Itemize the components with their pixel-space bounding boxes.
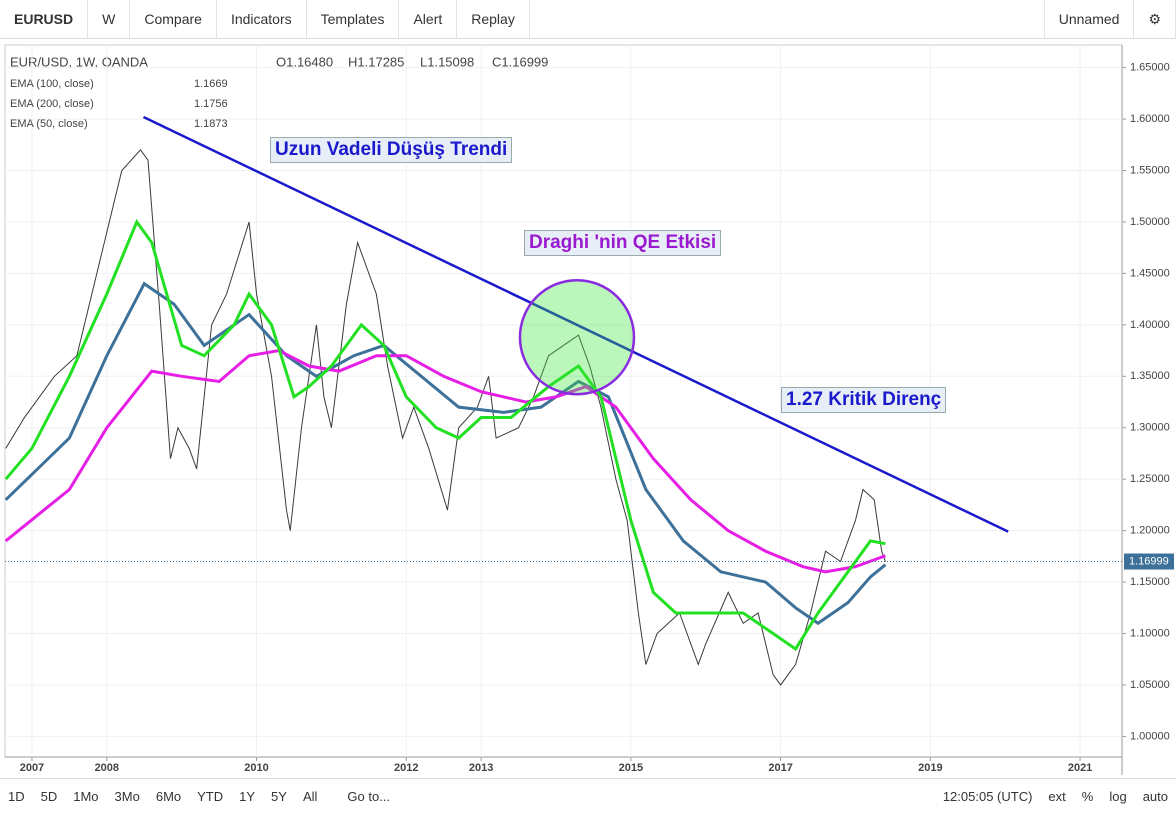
tool[interactable]: Alert bbox=[399, 0, 458, 38]
chart-title: EUR/USD, 1W, OANDA bbox=[10, 54, 148, 69]
legend-value: 1.1756 bbox=[194, 98, 228, 110]
range-button[interactable]: 5Y bbox=[271, 788, 287, 804]
y-tick-label: 1.20000 bbox=[1130, 525, 1170, 537]
ohlc: O1.16480 bbox=[276, 54, 333, 69]
ema-line bbox=[4, 349, 886, 574]
interval[interactable]: W bbox=[88, 0, 131, 38]
goto-button[interactable]: Go to... bbox=[347, 788, 391, 804]
toolbar: EURUSD W Compare Indicators Templates Al… bbox=[0, 0, 1176, 39]
range-button[interactable]: 6Mo bbox=[155, 788, 182, 804]
y-tick-label: 1.15000 bbox=[1130, 576, 1170, 588]
last-price-box bbox=[1124, 553, 1174, 570]
y-tick-label: 1.25000 bbox=[1130, 473, 1170, 485]
x-tick-label: 2017 bbox=[768, 762, 792, 774]
ohlc: H1.17285 bbox=[348, 54, 404, 69]
option-button[interactable]: log bbox=[1109, 788, 1127, 804]
annotation: Uzun Vadeli Düşüş Trendi bbox=[270, 137, 513, 163]
x-tick-label: 2019 bbox=[918, 762, 942, 774]
tool[interactable]: Templates bbox=[307, 0, 400, 38]
legend-label: EMA (50, close) bbox=[10, 118, 88, 130]
symbol[interactable]: EURUSD bbox=[0, 0, 89, 38]
layout-name[interactable]: Unnamed bbox=[1043, 0, 1135, 38]
x-tick-label: 2021 bbox=[1068, 762, 1092, 774]
x-tick-label: 2013 bbox=[469, 762, 493, 774]
ema-line bbox=[4, 281, 887, 626]
range-button[interactable]: 1D bbox=[8, 788, 25, 804]
tool[interactable]: Compare bbox=[130, 0, 217, 38]
x-tick-label: 2010 bbox=[244, 762, 268, 774]
y-tick-label: 1.55000 bbox=[1130, 164, 1170, 176]
option-button[interactable]: auto bbox=[1142, 788, 1168, 804]
range-button[interactable]: All bbox=[302, 788, 318, 804]
ohlc: L1.15098 bbox=[420, 54, 474, 69]
range-button[interactable]: 1Mo bbox=[73, 788, 99, 804]
y-tick-label: 1.40000 bbox=[1130, 319, 1170, 331]
y-tick-label: 1.50000 bbox=[1130, 216, 1170, 228]
y-tick-label: 1.65000 bbox=[1130, 62, 1170, 74]
annotation: Draghi 'nin QE Etkisi bbox=[524, 230, 722, 256]
price-line bbox=[5, 149, 886, 686]
y-tick-label: 1.30000 bbox=[1130, 422, 1170, 434]
clock[interactable]: 12:05:05 (UTC) bbox=[942, 788, 1033, 804]
last-price-label: 1.16999 bbox=[1129, 555, 1169, 567]
trendline bbox=[142, 115, 1009, 533]
option-button[interactable]: % bbox=[1081, 788, 1094, 804]
ohlc: C1.16999 bbox=[492, 54, 548, 69]
y-tick-label: 1.45000 bbox=[1130, 267, 1170, 279]
ema-line bbox=[4, 218, 886, 652]
y-tick-label: 1.10000 bbox=[1130, 627, 1170, 639]
legend-value: 1.1669 bbox=[194, 78, 228, 90]
tool[interactable]: Indicators bbox=[217, 0, 307, 38]
legend-label: EMA (200, close) bbox=[10, 98, 94, 110]
option-button[interactable]: ext bbox=[1048, 788, 1066, 804]
range-button[interactable]: 1Y bbox=[239, 788, 256, 804]
x-tick-label: 2012 bbox=[394, 762, 418, 774]
settings[interactable]: ⚙ bbox=[1134, 0, 1176, 38]
range-button[interactable]: 5D bbox=[40, 788, 58, 804]
y-tick-label: 1.05000 bbox=[1130, 679, 1170, 691]
x-tick-label: 2008 bbox=[95, 762, 119, 774]
range-button[interactable]: 3Mo bbox=[114, 788, 140, 804]
plot-area bbox=[4, 44, 1123, 758]
legend-value: 1.1873 bbox=[194, 118, 228, 130]
annotation: 1.27 Kritik Direnç bbox=[781, 387, 947, 413]
tool[interactable]: Replay bbox=[457, 0, 530, 38]
y-tick-label: 1.35000 bbox=[1130, 370, 1170, 382]
x-tick-label: 2015 bbox=[619, 762, 643, 774]
y-tick-label: 1.00000 bbox=[1130, 730, 1170, 742]
x-tick-label: 2007 bbox=[20, 762, 44, 774]
range-button[interactable]: YTD bbox=[197, 788, 224, 804]
highlight-circle bbox=[518, 278, 636, 396]
legend-label: EMA (100, close) bbox=[10, 78, 94, 90]
chart: EUR/USD, 1W, OANDA O1.16480 H1.17285 L1.… bbox=[4, 44, 1174, 775]
bottom-bar: 1D 5D 1Mo 3Mo 6Mo YTD 1Y 5Y All Go to... 12:05:05 … bbox=[0, 778, 1176, 813]
y-tick-label: 1.60000 bbox=[1130, 113, 1170, 125]
